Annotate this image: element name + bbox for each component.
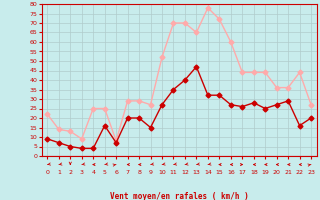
X-axis label: Vent moyen/en rafales ( km/h ): Vent moyen/en rafales ( km/h )	[110, 192, 249, 200]
